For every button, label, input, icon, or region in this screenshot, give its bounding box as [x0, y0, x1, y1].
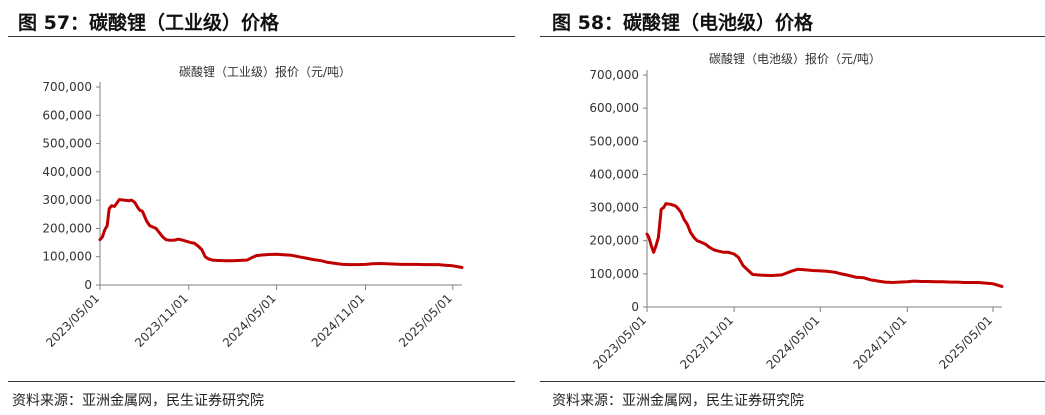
series-line: [645, 202, 1004, 288]
x-tick-label: 2023/11/01: [132, 291, 191, 350]
x-tick-label: 2024/11/01: [851, 313, 910, 372]
y-tick-label: 0: [631, 300, 639, 314]
y-tick-label: 200,000: [589, 234, 639, 248]
source-divider: [8, 381, 515, 382]
y-tick-label: 300,000: [42, 193, 92, 207]
x-tick-label: 2024/05/01: [220, 291, 279, 350]
x-tick-label: 2023/05/01: [590, 313, 649, 372]
source-note: 资料来源：亚洲金属网，民生证券研究院: [552, 393, 804, 409]
series-line: [98, 198, 464, 269]
y-tick-label: 200,000: [42, 221, 92, 235]
battery-lithium-carbonate-chart: 碳酸锂（电池级）报价（元/吨） 0 100,000 200,000 300,000 400…: [589, 51, 1004, 372]
source-divider: [540, 381, 1045, 382]
y-tick-label: 300,000: [589, 201, 639, 215]
x-tick-label: 2025/05/01: [396, 291, 455, 350]
y-tick-label: 500,000: [42, 137, 92, 151]
y-tick-label: 100,000: [42, 250, 92, 264]
y-tick-label: 100,000: [589, 267, 639, 281]
y-tick-label: 600,000: [42, 108, 92, 122]
figure-58-panel: 图 58：碳酸锂（电池级）价格 碳酸锂（电池级）报价（元/吨） 0 100,000 2…: [540, 0, 1045, 415]
source-note: 资料来源：亚洲金属网，民生证券研究院: [12, 393, 264, 409]
y-tick-label: 700,000: [589, 68, 639, 82]
figure-title: 图 58：碳酸锂（电池级）价格: [552, 12, 814, 34]
y-tick-label: 600,000: [589, 101, 639, 115]
industrial-lithium-carbonate-chart: 碳酸锂（工业级）报价（元/吨） 0 100,000 200,000 300,000 400…: [42, 64, 464, 350]
y-tick-label: 400,000: [42, 165, 92, 179]
chart-title: 碳酸锂（电池级）报价（元/吨）: [709, 51, 881, 66]
y-tick-label: 500,000: [589, 134, 639, 148]
x-tick-label: 2023/11/01: [677, 313, 736, 372]
y-tick-label: 400,000: [589, 167, 639, 181]
x-tick-label: 2024/11/01: [309, 291, 368, 350]
x-tick-label: 2025/05/01: [936, 313, 995, 372]
x-tick-label: 2023/05/01: [43, 291, 102, 350]
figure-57-panel: 图 57：碳酸锂（工业级）价格 碳酸锂（工业级）报价（元/吨） 0 100,000 2…: [0, 0, 515, 415]
title-divider: [540, 36, 1045, 37]
figure-title: 图 57：碳酸锂（工业级）价格: [18, 12, 280, 34]
y-tick-label: 0: [84, 278, 92, 292]
chart-title: 碳酸锂（工业级）报价（元/吨）: [179, 64, 351, 79]
y-tick-label: 700,000: [42, 80, 92, 94]
title-divider: [8, 36, 515, 37]
x-tick-label: 2024/05/01: [764, 313, 823, 372]
